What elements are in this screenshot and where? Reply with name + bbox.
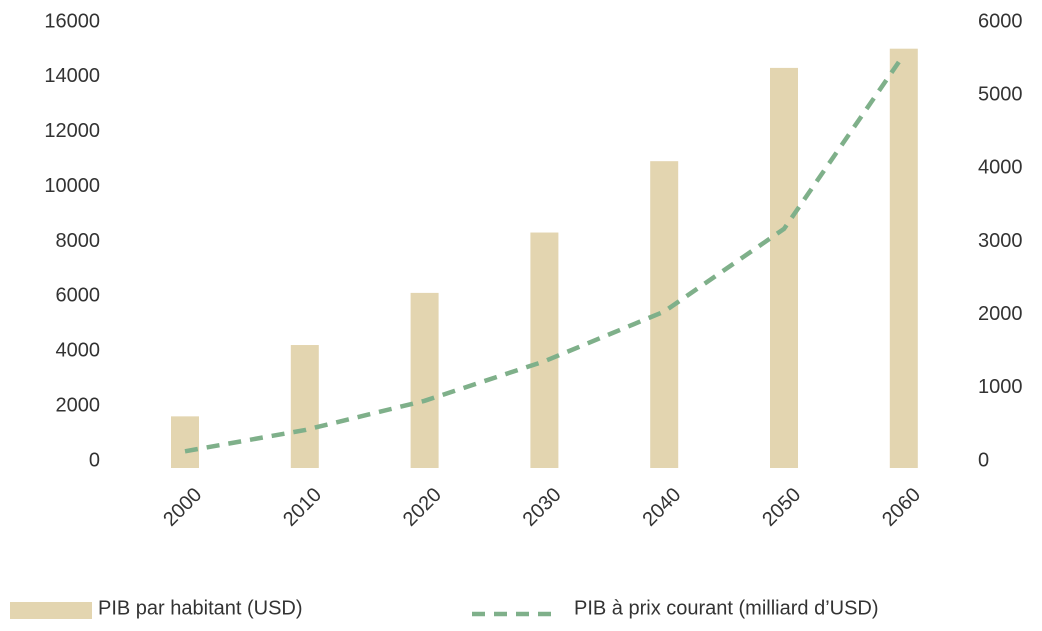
y-tick-label: 12000 <box>44 120 100 142</box>
y2-tick-label: 5000 <box>978 83 1023 105</box>
bar <box>410 292 439 468</box>
legend-swatch <box>10 602 92 619</box>
y2-tick-label: 2000 <box>978 303 1023 325</box>
bar <box>770 67 798 469</box>
y-tick-label: 4000 <box>56 340 101 362</box>
x-tick-label: 2030 <box>519 484 566 531</box>
y2-tick-label: 0 <box>978 449 989 471</box>
y2-tick-label: 4000 <box>978 157 1023 179</box>
bar <box>171 416 199 468</box>
y-tick-label: 8000 <box>56 230 101 252</box>
y-tick-label: 16000 <box>44 10 100 32</box>
y2-tick-label: 6000 <box>978 10 1023 32</box>
bar <box>290 345 319 468</box>
y-tick-label: 14000 <box>44 65 100 87</box>
legend-label: PIB à prix courant (milliard d’USD) <box>574 597 879 619</box>
y2-tick-label: 1000 <box>978 376 1023 398</box>
y-tick-label: 10000 <box>44 175 100 197</box>
y-tick-label: 2000 <box>56 394 101 416</box>
y2-tick-label: 3000 <box>978 230 1023 252</box>
x-tick-label: 2050 <box>758 484 805 531</box>
x-tick-label: 2000 <box>159 484 206 531</box>
y-tick-label: 6000 <box>56 285 101 307</box>
bar <box>530 232 559 468</box>
bar <box>889 48 918 468</box>
y-tick-label: 0 <box>89 449 100 471</box>
x-tick-label: 2040 <box>638 484 685 531</box>
line <box>184 53 906 454</box>
x-tick-label: 2010 <box>279 484 326 531</box>
x-tick-label: 2060 <box>878 484 925 531</box>
legend-label: PIB par habitant (USD) <box>98 597 303 619</box>
x-tick-label: 2020 <box>399 484 446 531</box>
